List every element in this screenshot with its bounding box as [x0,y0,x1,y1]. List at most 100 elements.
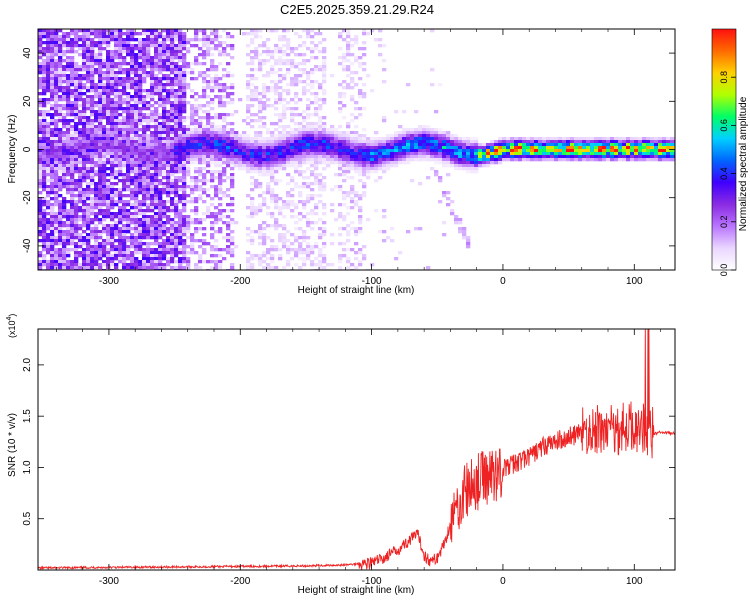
heatmap-cell [118,218,123,222]
heatmap-cell [302,230,307,234]
heatmap-cell [206,113,211,117]
heatmap-cell [102,182,107,186]
heatmap-cell [298,80,303,84]
heatmap-cell [338,161,343,165]
heatmap-cell [178,131,183,135]
heatmap-cell [118,95,123,99]
heatmap-cell [298,218,303,222]
heatmap-cell [142,230,147,234]
heatmap-cell [346,125,351,129]
heatmap-cell [318,128,323,132]
heatmap-cell [310,128,315,132]
heatmap-cell [314,80,319,84]
heatmap-cell [190,209,195,213]
heatmap-cell [322,122,327,126]
heatmap-cell [158,56,163,60]
heatmap-cell [46,122,51,126]
heatmap-cell [206,152,211,156]
heatmap-cell [110,137,115,141]
heatmap-cell [534,146,539,150]
heatmap-cell [66,161,71,165]
heatmap-cell [58,176,63,180]
heatmap-cell [114,89,119,93]
heatmap-cell [58,143,63,147]
heatmap-cell [90,86,95,90]
heatmap-cell [106,233,111,237]
heatmap-cell [218,143,223,147]
heatmap-cell [198,104,203,108]
heatmap-cell [194,227,199,231]
heatmap-cell [146,257,151,261]
heatmap-cell [482,146,487,150]
heatmap-cell [42,230,47,234]
heatmap-cell [306,245,311,249]
heatmap-cell [246,233,251,237]
heatmap-cell [122,56,127,60]
heatmap-cell [302,200,307,204]
heatmap-cell [86,161,91,165]
heatmap-cell [246,227,251,231]
heatmap-cell [190,161,195,165]
heatmap-cell [274,167,279,171]
heatmap-cell [198,62,203,66]
heatmap-cell [302,125,307,129]
heatmap-cell [54,227,59,231]
heatmap-cell [466,239,471,243]
heatmap-cell [62,53,67,57]
heatmap-cell [522,149,527,153]
heatmap-cell [74,251,79,255]
heatmap-cell [158,140,163,144]
heatmap-cell [50,89,55,93]
heatmap-cell [82,140,87,144]
heatmap-cell [162,191,167,195]
heatmap-cell [434,158,439,162]
heatmap-cell [278,212,283,216]
heatmap-cell [314,158,319,162]
heatmap-cell [302,161,307,165]
heatmap-cell [58,44,63,48]
heatmap-cell [78,233,83,237]
heatmap-cell [134,233,139,237]
heatmap-cell [298,35,303,39]
heatmap-cell [298,134,303,138]
heatmap-cell [170,101,175,105]
heatmap-cell [38,224,43,228]
heatmap-cell [366,173,371,177]
heatmap-cell [306,254,311,258]
heatmap-cell [62,221,67,225]
heatmap-cell [270,164,275,168]
heatmap-cell [190,239,195,243]
heatmap-cell [402,128,407,132]
heatmap-cell [214,266,219,270]
heatmap-cell [406,152,411,156]
heatmap-cell [514,146,519,150]
heatmap-cell [194,110,199,114]
heatmap-cell [94,212,99,216]
heatmap-cell [38,206,43,210]
heatmap-cell [362,173,367,177]
heatmap-cell [254,134,259,138]
heatmap-cell [318,155,323,159]
heatmap-cell [74,203,79,207]
heatmap-cell [210,62,215,66]
heatmap-cell [138,68,143,72]
heatmap-cell [350,80,355,84]
heatmap-cell [50,80,55,84]
heatmap-cell [246,44,251,48]
heatmap-cell [114,41,119,45]
heatmap-cell [206,161,211,165]
heatmap-cell [162,47,167,51]
heatmap-cell [362,107,367,111]
heatmap-cell [390,227,395,231]
heatmap-cell [322,125,327,129]
heatmap-cell [194,179,199,183]
heatmap-cell [274,44,279,48]
heatmap-cell [146,134,151,138]
heatmap-cell [114,251,119,255]
heatmap-cell [138,53,143,57]
heatmap-cell [554,140,559,144]
heatmap-cell [142,194,147,198]
heatmap-cell [286,152,291,156]
heatmap-cell [150,173,155,177]
heatmap-cell [350,143,355,147]
